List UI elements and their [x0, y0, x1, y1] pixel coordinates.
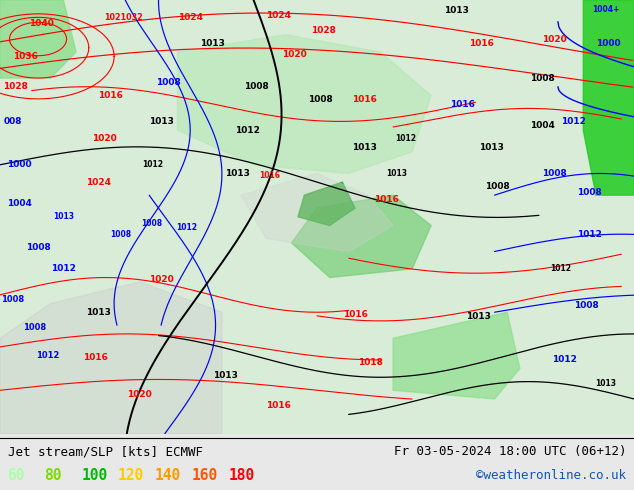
Text: 1016: 1016 — [374, 195, 399, 204]
Text: Fr 03-05-2024 18:00 UTC (06+12): Fr 03-05-2024 18:00 UTC (06+12) — [394, 445, 626, 458]
Text: 1016: 1016 — [98, 91, 124, 100]
Text: 1020: 1020 — [92, 134, 117, 143]
Text: 1004: 1004 — [529, 121, 555, 130]
Text: 1012: 1012 — [51, 265, 76, 273]
Text: 1013: 1013 — [200, 39, 225, 48]
Text: 180: 180 — [228, 468, 254, 483]
Text: Jet stream/SLP [kts] ECMWF: Jet stream/SLP [kts] ECMWF — [8, 445, 203, 458]
Text: 1013: 1013 — [352, 143, 377, 152]
Text: 1004: 1004 — [6, 199, 32, 208]
Text: 1016: 1016 — [82, 353, 108, 362]
Text: 1028: 1028 — [3, 82, 29, 91]
Text: 1016: 1016 — [352, 95, 377, 104]
Text: 1012: 1012 — [141, 160, 163, 169]
Polygon shape — [241, 173, 393, 251]
Text: 1008: 1008 — [110, 230, 131, 239]
Polygon shape — [298, 182, 355, 225]
Text: 60: 60 — [8, 468, 25, 483]
Text: 1024: 1024 — [178, 13, 203, 22]
Text: 100: 100 — [81, 468, 107, 483]
Text: 1020: 1020 — [127, 390, 152, 399]
Text: 1000: 1000 — [7, 160, 31, 169]
Text: 1012: 1012 — [552, 355, 577, 365]
Text: 008: 008 — [3, 117, 22, 126]
Text: 1012: 1012 — [550, 265, 572, 273]
Text: 120: 120 — [118, 468, 144, 483]
Text: 1028: 1028 — [311, 26, 336, 35]
Text: 1008: 1008 — [577, 189, 602, 197]
Polygon shape — [0, 0, 76, 78]
Text: 1012: 1012 — [235, 125, 260, 135]
Text: 1021032: 1021032 — [104, 13, 143, 22]
Text: 1012: 1012 — [561, 117, 586, 126]
Text: 1008: 1008 — [141, 219, 163, 228]
Text: 1013: 1013 — [385, 169, 407, 178]
Text: 1008: 1008 — [529, 74, 555, 82]
Text: 1013: 1013 — [444, 6, 469, 15]
Polygon shape — [178, 35, 431, 173]
Text: 1004+: 1004+ — [592, 5, 619, 14]
Text: ©weatheronline.co.uk: ©weatheronline.co.uk — [476, 469, 626, 482]
Text: 140: 140 — [155, 468, 181, 483]
Polygon shape — [0, 282, 222, 434]
Text: 1020: 1020 — [149, 275, 174, 284]
Text: 1016: 1016 — [342, 310, 368, 319]
Text: 1013: 1013 — [53, 212, 74, 221]
Text: 1016: 1016 — [469, 39, 495, 48]
Text: 1013: 1013 — [86, 308, 111, 317]
Text: 1008: 1008 — [25, 243, 51, 252]
Text: 1008: 1008 — [307, 95, 333, 104]
Text: 1008: 1008 — [244, 82, 269, 91]
Text: 1016: 1016 — [259, 171, 280, 180]
Text: 1040: 1040 — [29, 19, 54, 28]
Text: 1020: 1020 — [542, 34, 567, 44]
Text: 1013: 1013 — [466, 312, 491, 321]
Text: 1016: 1016 — [450, 99, 476, 109]
Text: 1013: 1013 — [225, 169, 250, 178]
Text: 1012: 1012 — [36, 351, 59, 360]
Text: 160: 160 — [191, 468, 217, 483]
Text: 1008: 1008 — [23, 323, 46, 332]
Text: 1000: 1000 — [597, 39, 621, 48]
Text: 1008: 1008 — [485, 182, 510, 191]
Text: 1008: 1008 — [1, 294, 24, 304]
Polygon shape — [583, 0, 634, 195]
Text: 1012: 1012 — [176, 223, 198, 232]
Text: 1012: 1012 — [395, 134, 417, 143]
Text: 1018: 1018 — [358, 358, 384, 367]
Text: 1008: 1008 — [574, 301, 599, 310]
Text: 1036: 1036 — [13, 52, 38, 61]
Text: 1024: 1024 — [266, 11, 292, 20]
Text: 1016: 1016 — [266, 401, 292, 410]
Text: 1013: 1013 — [595, 379, 616, 388]
Text: 1008: 1008 — [155, 78, 181, 87]
Text: 1013: 1013 — [479, 143, 504, 152]
Text: 1008: 1008 — [542, 169, 567, 178]
Text: 1024: 1024 — [86, 178, 111, 187]
Polygon shape — [393, 312, 520, 399]
Text: 1013: 1013 — [212, 370, 238, 380]
Text: 1020: 1020 — [282, 49, 307, 59]
Text: 1013: 1013 — [149, 117, 174, 126]
Polygon shape — [292, 195, 431, 277]
Text: 1012: 1012 — [577, 230, 602, 239]
Text: 80: 80 — [44, 468, 62, 483]
